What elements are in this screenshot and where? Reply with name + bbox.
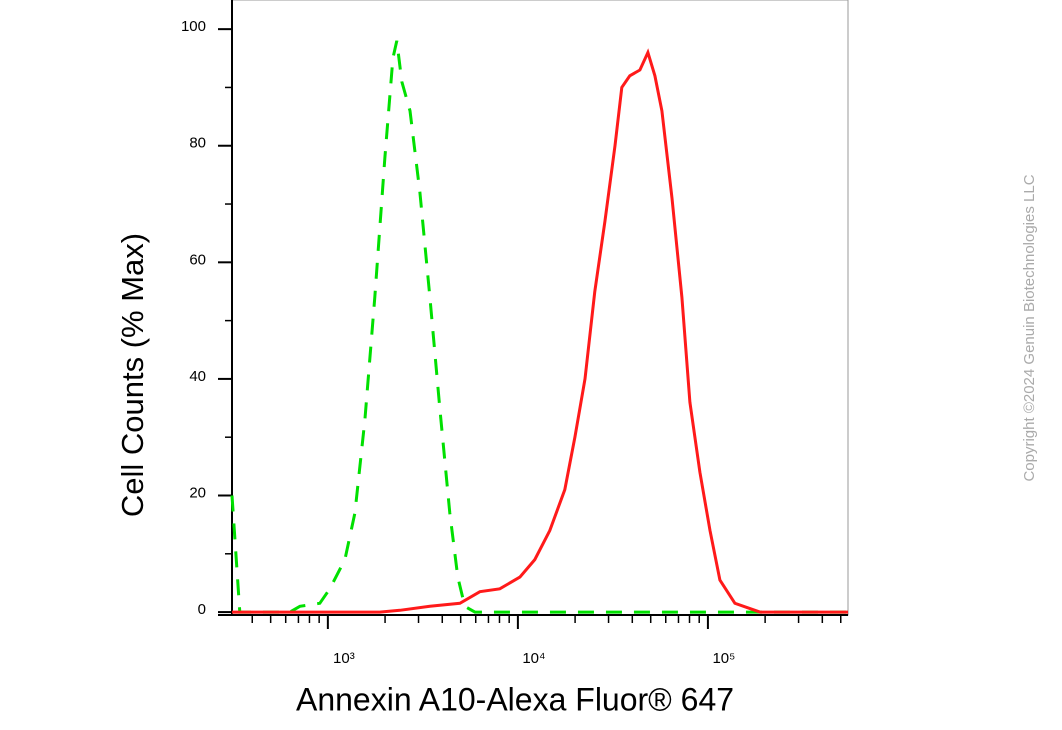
plot-frame xyxy=(231,0,849,616)
series-line xyxy=(230,40,848,614)
x-tick-label: 10⁵ xyxy=(712,650,735,667)
series-line xyxy=(232,48,848,614)
y-tick-label: 20 xyxy=(189,484,206,501)
y-tick-label: 100 xyxy=(181,18,206,35)
y-tick-label: 80 xyxy=(189,135,206,152)
x-tick-label: 10⁴ xyxy=(522,650,545,667)
x-axis-title: Annexin A10-Alexa Fluor® 647 xyxy=(296,681,734,717)
x-tick-label: 10³ xyxy=(333,650,355,667)
y-tick-label: 60 xyxy=(189,251,206,268)
watermark: Copyright ©2024 Genuin Biotechnologies L… xyxy=(1021,174,1038,481)
y-axis-title: Cell Counts (% Max) xyxy=(115,233,150,517)
y-tick-label: 0 xyxy=(198,601,206,618)
y-tick-label: 40 xyxy=(189,368,206,385)
